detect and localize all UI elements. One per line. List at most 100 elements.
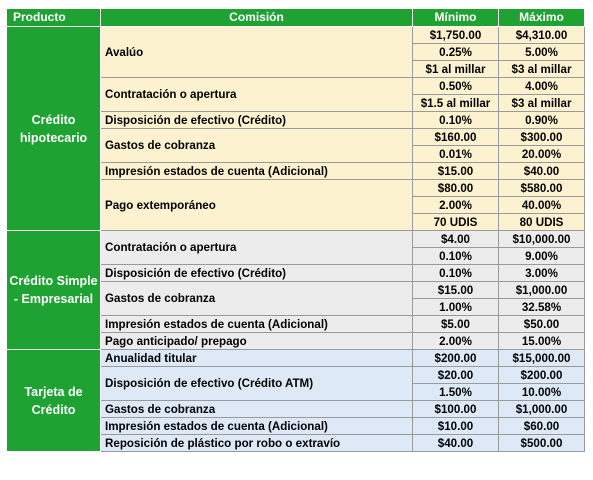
minimo-cell: 0.10%	[412, 247, 499, 265]
commission-cell: Reposición de plástico por robo o extrav…	[100, 434, 413, 452]
table-row: 1.50% 10.00%	[7, 383, 585, 401]
minimo-cell: $160.00	[412, 128, 499, 146]
minimo-cell: $1,750.00	[412, 26, 499, 44]
minimo-cell: 2.00%	[412, 196, 499, 214]
maximo-cell: 5.00%	[498, 43, 585, 61]
maximo-cell: $3 al millar	[498, 60, 585, 78]
minimo-cell: $80.00	[412, 179, 499, 197]
minimo-cell: 2.00%	[412, 332, 499, 350]
table-row: Reposición de plástico por robo o extrav…	[7, 434, 585, 452]
minimo-cell: $1 al millar	[412, 60, 499, 78]
table-row: Disposición de efectivo (Crédito) 0.10% 0.…	[7, 111, 585, 129]
product-cell: Tarjeta de Crédito	[6, 349, 101, 452]
minimo-cell: $10.00	[412, 417, 499, 435]
table-row: Disposición de efectivo (Crédito) 0.10% 3.…	[7, 264, 585, 282]
commission-cell: Disposición de efectivo (Crédito)	[100, 111, 413, 129]
product-cell: Crédito Simple - Empresarial	[6, 230, 101, 350]
commission-cell: Avalúo	[100, 26, 413, 78]
table-row: Tarjeta de Crédito Anualidad titular $200.…	[6, 349, 585, 452]
table-row: Impresión estados de cuenta (Adicional) $…	[7, 315, 585, 333]
commission-cell: Anualidad titular	[100, 349, 413, 367]
commission-cell: Gastos de cobranza	[100, 400, 413, 418]
minimo-cell: $15.00	[412, 281, 499, 299]
commission-table: Producto Comisión Mínimo Máximo Crédito …	[6, 8, 585, 452]
maximo-cell: $1,000.00	[498, 281, 585, 299]
commission-cell: Gastos de cobranza	[100, 128, 413, 163]
minimo-cell: 0.50%	[412, 77, 499, 95]
commission-table-container: Producto Comisión Mínimo Máximo Crédito …	[6, 8, 585, 452]
header-row: Producto Comisión Mínimo Máximo	[6, 8, 585, 27]
maximo-cell: 20.00%	[498, 145, 585, 163]
commission-cell: Disposición de efectivo (Crédito ATM)	[100, 366, 413, 401]
minimo-cell: 1.00%	[412, 298, 499, 316]
maximo-cell: $4,310.00	[498, 26, 585, 44]
maximo-cell: 3.00%	[498, 264, 585, 282]
minimo-cell: 0.10%	[412, 264, 499, 282]
commission-cell: Contratación o apertura	[100, 230, 413, 265]
table-row: 1.00% 32.58%	[7, 298, 585, 316]
table-row: Crédito Simple - Empresarial Contratación…	[6, 230, 585, 350]
table-body: Crédito hipotecario Avalúo $1,750.00 $4,310…	[6, 26, 585, 452]
maximo-cell: $500.00	[498, 434, 585, 452]
minimo-cell: 0.25%	[412, 43, 499, 61]
maximo-cell: $200.00	[498, 366, 585, 384]
maximo-cell: 9.00%	[498, 247, 585, 265]
table-row: Gastos de cobranza $100.00 $1,000.00	[7, 400, 585, 418]
minimo-cell: $5.00	[412, 315, 499, 333]
table-row: Gastos de cobranza $160.00 $300.00	[7, 128, 585, 163]
table-row: Disposición de efectivo (Crédito ATM) $20…	[7, 366, 585, 401]
maximo-cell: $1,000.00	[498, 400, 585, 418]
minimo-cell: $1.5 al millar	[412, 94, 499, 112]
minimo-cell: $15.00	[412, 162, 499, 180]
table-row: $1 al millar $3 al millar	[7, 60, 585, 78]
minimo-cell: $4.00	[412, 230, 499, 248]
table-row: 70 UDIS 80 UDIS	[7, 213, 585, 231]
commission-cell: Contratación o apertura	[100, 77, 413, 112]
commission-cell: Impresión estados de cuenta (Adicional)	[100, 417, 413, 435]
table-row: Gastos de cobranza $15.00 $1,000.00	[7, 281, 585, 316]
minimo-cell: $100.00	[412, 400, 499, 418]
header-minimo: Mínimo	[412, 8, 499, 27]
commission-cell: Pago anticipado/ prepago	[100, 332, 413, 350]
maximo-cell: 15.00%	[498, 332, 585, 350]
table-row: Contratación o apertura 0.50% 4.00%	[7, 77, 585, 112]
commission-cell: Gastos de cobranza	[100, 281, 413, 316]
table-row: Impresión estados de cuenta (Adicional) $…	[7, 162, 585, 180]
product-cell: Crédito hipotecario	[6, 26, 101, 231]
maximo-cell: $50.00	[498, 315, 585, 333]
table-row: Pago extemporáneo $80.00 $580.00	[7, 179, 585, 231]
commission-cell: Impresión estados de cuenta (Adicional)	[100, 315, 413, 333]
header-producto: Producto	[6, 8, 101, 27]
maximo-cell: $40.00	[498, 162, 585, 180]
maximo-cell: $60.00	[498, 417, 585, 435]
minimo-cell: 0.10%	[412, 111, 499, 129]
maximo-cell: $10,000.00	[498, 230, 585, 248]
table-row: Crédito hipotecario Avalúo $1,750.00 $4,310…	[6, 26, 585, 231]
maximo-cell: 40.00%	[498, 196, 585, 214]
commission-cell: Disposición de efectivo (Crédito)	[100, 264, 413, 282]
maximo-cell: 4.00%	[498, 77, 585, 95]
table-row: 0.10% 9.00%	[7, 247, 585, 265]
maximo-cell: 32.58%	[498, 298, 585, 316]
minimo-cell: 70 UDIS	[412, 213, 499, 231]
table-row: $1.5 al millar $3 al millar	[7, 94, 585, 112]
maximo-cell: $580.00	[498, 179, 585, 197]
header-comision: Comisión	[100, 8, 413, 27]
minimo-cell: $200.00	[412, 349, 499, 367]
maximo-cell: $15,000.00	[498, 349, 585, 367]
minimo-cell: $20.00	[412, 366, 499, 384]
table-row: 2.00% 40.00%	[7, 196, 585, 214]
maximo-cell: 0.90%	[498, 111, 585, 129]
minimo-cell: $40.00	[412, 434, 499, 452]
maximo-cell: $3 al millar	[498, 94, 585, 112]
commission-cell: Impresión estados de cuenta (Adicional)	[100, 162, 413, 180]
minimo-cell: 0.01%	[412, 145, 499, 163]
commission-cell: Pago extemporáneo	[100, 179, 413, 231]
maximo-cell: $300.00	[498, 128, 585, 146]
maximo-cell: 80 UDIS	[498, 213, 585, 231]
table-row: Impresión estados de cuenta (Adicional) $…	[7, 417, 585, 435]
maximo-cell: 10.00%	[498, 383, 585, 401]
minimo-cell: 1.50%	[412, 383, 499, 401]
header-maximo: Máximo	[498, 8, 585, 27]
table-row: 0.25% 5.00%	[7, 43, 585, 61]
